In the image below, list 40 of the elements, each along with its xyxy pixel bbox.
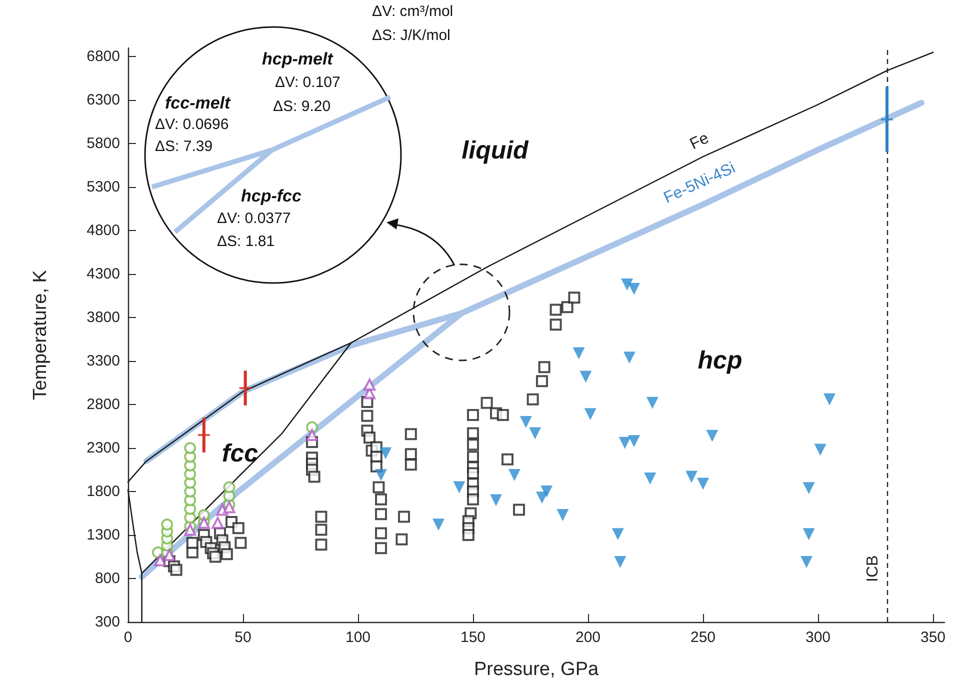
annotation: ΔS: 9.20 xyxy=(273,98,331,115)
annotation: liquid xyxy=(462,136,530,165)
y-tick-label: 6800 xyxy=(86,48,120,66)
x-tick-label: 150 xyxy=(460,629,486,646)
x-tick-label: 0 xyxy=(124,629,132,646)
annotation: ΔS: 1.81 xyxy=(217,232,275,250)
y-axis-title: Temperature, K xyxy=(30,270,51,400)
y-tick-label: 4300 xyxy=(86,266,120,283)
y-tick-label: 1300 xyxy=(86,526,120,544)
annotation: ΔV: 0.0377 xyxy=(217,210,291,227)
x-tick-label: 350 xyxy=(920,629,946,646)
y-tick-label: 2300 xyxy=(86,440,120,457)
y-tick-label: 6300 xyxy=(86,92,120,109)
annotation: hcp-fcc xyxy=(241,186,302,206)
text: ΔS: J/K/mol xyxy=(372,26,450,44)
annotation: fcc-melt xyxy=(165,93,232,112)
ref-line-label: ICB xyxy=(864,555,882,582)
y-tick-label: 300 xyxy=(94,614,120,630)
x-tick-label: 100 xyxy=(345,629,371,646)
x-axis-title: Pressure, GPa xyxy=(474,659,599,680)
text: ΔV: cm³/mol xyxy=(372,2,454,20)
y-tick-label: 3300 xyxy=(86,352,120,370)
y-tick-label: 2800 xyxy=(86,396,120,414)
x-tick-label: 250 xyxy=(690,629,716,646)
annotation: hcp xyxy=(698,346,742,375)
x-tick-label: 200 xyxy=(575,629,601,646)
y-tick-label: 800 xyxy=(94,570,120,588)
y-tick-label: 1800 xyxy=(86,483,120,500)
y-tick-label: 5300 xyxy=(86,178,120,196)
annotation: fcc xyxy=(222,440,258,468)
annotation: ΔV: 0.107 xyxy=(275,74,340,91)
y-tick-label: 3800 xyxy=(86,309,120,326)
annotation: ΔV: 0.0696 xyxy=(155,116,229,133)
x-tick-label: 50 xyxy=(234,629,252,646)
annotation: ΔS: 7.39 xyxy=(155,138,213,155)
x-tick-label: 300 xyxy=(805,629,831,646)
y-tick-label: 4800 xyxy=(86,222,120,240)
text: Fe xyxy=(687,130,712,154)
y-tick-label: 5800 xyxy=(86,135,120,152)
annotation: hcp-melt xyxy=(262,49,334,68)
